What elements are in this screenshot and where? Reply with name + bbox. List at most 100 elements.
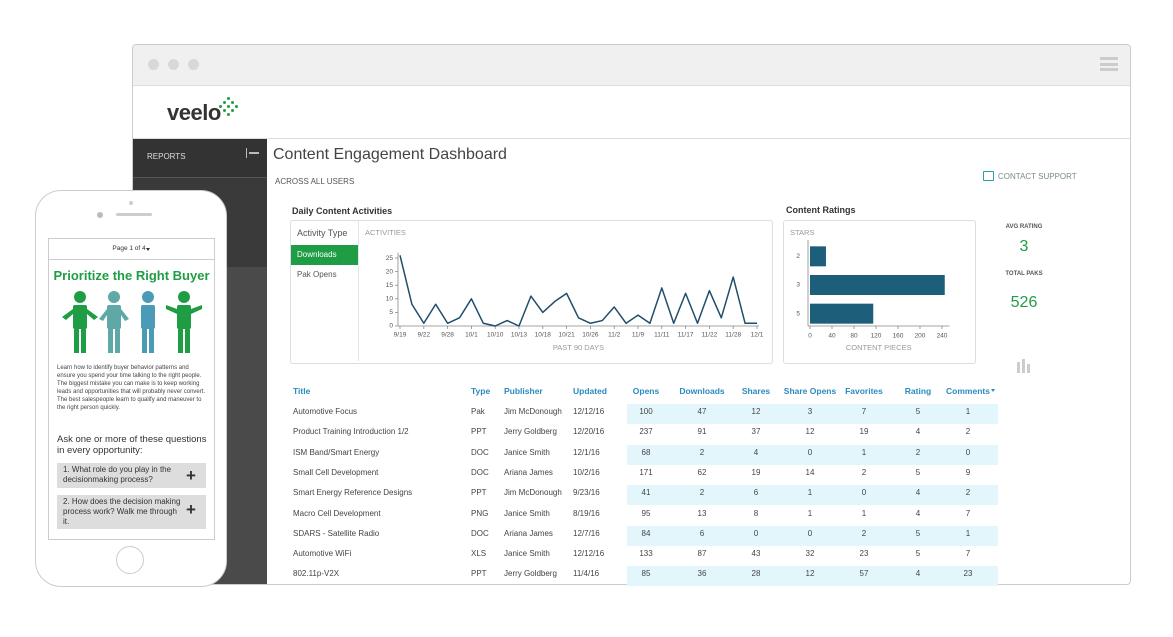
logo-dot xyxy=(227,105,230,108)
phone-title: Prioritize the Right Buyer xyxy=(53,268,210,283)
menu-icon[interactable] xyxy=(1100,57,1118,71)
contact-support[interactable]: CONTACT SUPPORT xyxy=(998,172,1077,181)
phone-page-arrow xyxy=(146,248,150,251)
table-cell: 2 xyxy=(861,528,867,538)
table-cell: Janice Smith xyxy=(504,508,550,518)
table-cell: 0 xyxy=(807,447,813,457)
column-header[interactable]: Type xyxy=(471,386,491,396)
table-cell: DOC xyxy=(471,447,489,457)
bar-panel xyxy=(783,220,976,364)
logo-dot xyxy=(219,105,222,108)
expand-icon[interactable]: + xyxy=(186,466,196,485)
table-cell: 47 xyxy=(697,407,707,416)
column-header[interactable]: Downloads xyxy=(679,386,725,396)
column-header[interactable]: Rating xyxy=(904,386,932,396)
logo-dot xyxy=(231,101,234,104)
table-cell: 2 xyxy=(861,467,867,477)
table-cell: 85 xyxy=(641,569,651,579)
table-cell: 5 xyxy=(915,467,921,477)
question[interactable]: 2. How does the decision making process … xyxy=(63,497,181,526)
table-cell: 12/12/16 xyxy=(573,549,605,559)
table-cell: 12/7/16 xyxy=(573,528,600,538)
table-cell: 237 xyxy=(639,427,653,437)
table-cell: 5 xyxy=(915,407,921,416)
total-paks: 526 xyxy=(1010,294,1038,311)
sidebar-reports[interactable]: REPORTS xyxy=(147,152,186,161)
chart-icon[interactable] xyxy=(1017,359,1031,373)
logo-dot xyxy=(223,109,226,112)
expand-icon[interactable]: + xyxy=(186,500,196,519)
phone-speaker xyxy=(116,213,152,216)
table-cell: PPT xyxy=(471,569,487,579)
window-dot xyxy=(148,59,159,70)
phone-illustration xyxy=(62,291,202,353)
chart-title: Content Ratings xyxy=(786,205,856,215)
table-cell: 5 xyxy=(915,528,921,538)
table-cell: 0 xyxy=(753,528,759,538)
sort-arrow[interactable] xyxy=(991,389,995,392)
column-header[interactable]: Updated xyxy=(573,386,607,396)
question[interactable]: 1. What role do you play in the decision… xyxy=(63,465,172,484)
table-cell: 1 xyxy=(807,508,813,518)
table-cell: Automotive Focus xyxy=(293,407,358,416)
table-cell: Automotive WiFi xyxy=(293,549,352,559)
phone-home-button[interactable] xyxy=(116,546,144,574)
activity-option-selected[interactable] xyxy=(291,245,358,265)
table-cell: 32 xyxy=(805,549,815,559)
table-cell: Jerry Goldberg xyxy=(504,569,557,579)
table-cell: 1 xyxy=(861,447,867,457)
table-cell: 3 xyxy=(807,407,813,416)
table-cell: 62 xyxy=(697,467,707,477)
table-cell: Pak xyxy=(471,407,485,416)
question-box[interactable] xyxy=(57,463,206,488)
sidebar-item[interactable] xyxy=(133,139,267,178)
table-cell: Small Cell Development xyxy=(293,467,379,477)
table-cell: 4 xyxy=(915,569,921,579)
figure xyxy=(166,291,202,353)
table-cell: Product Training Introduction 1/2 xyxy=(293,427,409,437)
table-cell: 14 xyxy=(805,467,815,477)
table-cell: 802.11p-V2X xyxy=(293,569,340,579)
phone-page[interactable]: Page 1 of 4 xyxy=(112,245,146,252)
row-highlight xyxy=(627,444,998,465)
line-panel xyxy=(290,220,773,364)
activity-option[interactable]: Pak Opens xyxy=(297,270,337,279)
table-cell: 2 xyxy=(699,488,705,498)
table-cell: ISM Band/Smart Energy xyxy=(293,447,380,457)
table-cell: 4 xyxy=(915,488,921,498)
collapse-icon[interactable] xyxy=(246,148,259,158)
table-cell: 9/23/16 xyxy=(573,488,600,498)
activity-option[interactable]: Downloads xyxy=(297,250,337,259)
table-cell: 7 xyxy=(861,407,867,416)
table-cell: DOC xyxy=(471,467,489,477)
table-cell: SDARS - Satellite Radio xyxy=(293,528,380,538)
table-cell: Jerry Goldberg xyxy=(504,427,557,437)
logo-dot xyxy=(227,113,230,116)
question-box[interactable] xyxy=(57,495,206,529)
column-header[interactable]: Comments xyxy=(946,386,990,396)
table-cell: 8 xyxy=(753,508,759,518)
table-cell: XLS xyxy=(471,549,487,559)
phone-camera xyxy=(97,212,103,218)
support-icon[interactable] xyxy=(983,171,994,181)
row-highlight xyxy=(627,485,998,506)
table-cell: Macro Cell Development xyxy=(293,508,381,518)
table-cell: 84 xyxy=(641,528,651,538)
table-cell: 57 xyxy=(859,569,869,579)
table-cell: 2 xyxy=(915,447,921,457)
logo-bar xyxy=(133,86,1130,139)
column-header[interactable]: Favorites xyxy=(845,386,883,396)
table-cell: 87 xyxy=(697,549,707,559)
table-cell: 12 xyxy=(751,407,761,416)
table-cell: 171 xyxy=(639,467,653,477)
column-header[interactable]: Share Opens xyxy=(783,386,837,396)
table-cell: 133 xyxy=(639,549,653,559)
title-bar xyxy=(133,45,1130,86)
column-header[interactable]: Title xyxy=(293,386,311,396)
column-header[interactable]: Opens xyxy=(632,386,660,396)
table-cell: 8/19/16 xyxy=(573,508,600,518)
table-cell: 0 xyxy=(861,488,867,498)
column-header[interactable]: Shares xyxy=(741,386,771,396)
column-header[interactable]: Publisher xyxy=(504,386,543,396)
row-highlight xyxy=(627,404,998,424)
